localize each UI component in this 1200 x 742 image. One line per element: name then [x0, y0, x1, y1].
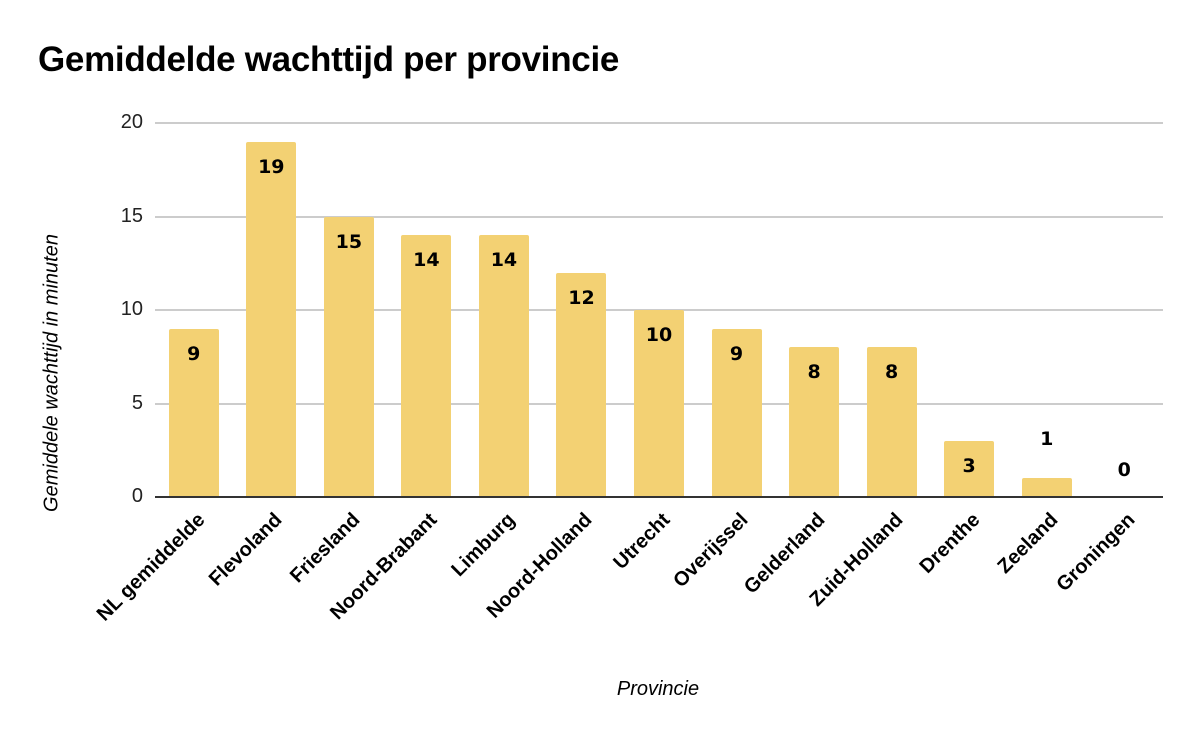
- y-tick-label: 5: [131, 391, 143, 414]
- bar-utrecht[interactable]: [634, 310, 684, 497]
- data-label: 9: [187, 342, 201, 365]
- bar-friesland[interactable]: [323, 216, 374, 497]
- data-label: 1: [1040, 428, 1054, 451]
- data-label: 14: [413, 249, 440, 272]
- x-tick-label: Zeeland: [993, 508, 1063, 578]
- bar-zuid-holland[interactable]: [866, 347, 917, 497]
- x-tick-label: Friesland: [285, 508, 365, 588]
- chart-title: Gemiddelde wachttijd per provincie: [38, 40, 620, 79]
- y-tick-label: 0: [131, 485, 143, 507]
- x-tick-label: Limburg: [447, 508, 520, 581]
- x-tick-label: Groningen: [1052, 508, 1140, 596]
- bar-zeeland[interactable]: [1021, 478, 1072, 497]
- data-label: 3: [962, 454, 976, 477]
- gridline: [155, 122, 1163, 124]
- y-axis-label: Gemiddele wachttijd in minuten: [40, 234, 63, 512]
- plot-area: 9 19 15 14 14 12 10 9 8 8 3 1 0: [155, 122, 1163, 498]
- data-label: 9: [729, 342, 744, 365]
- x-axis-label: Provincie: [616, 678, 700, 700]
- y-tick-label: 15: [120, 204, 143, 227]
- bar-nl-gemiddelde[interactable]: [168, 328, 219, 497]
- bar-overijssel[interactable]: [711, 328, 762, 497]
- data-label: 19: [258, 155, 285, 178]
- data-label: 0: [1117, 459, 1131, 481]
- bar-flevoland[interactable]: [246, 141, 297, 497]
- data-label: 10: [645, 324, 673, 346]
- x-tick-label: Utrecht: [609, 508, 675, 574]
- x-tick-label: Overijssel: [668, 508, 752, 593]
- data-label: 8: [807, 361, 821, 384]
- bar-noord-brabant[interactable]: [401, 235, 452, 497]
- bar-limburg[interactable]: [478, 235, 529, 497]
- x-axis-baseline: [155, 496, 1163, 498]
- y-tick-label: 10: [120, 298, 143, 320]
- data-label: 14: [490, 249, 518, 272]
- data-label: 8: [884, 361, 899, 384]
- gridline: [155, 215, 1163, 218]
- x-tick-label: NL gemiddelde: [92, 508, 210, 626]
- data-label: 12: [568, 286, 595, 309]
- y-tick-label: 20: [120, 111, 143, 133]
- x-tick-label: Drenthe: [915, 508, 985, 578]
- bar-noord-holland[interactable]: [556, 272, 607, 497]
- data-label: 15: [335, 230, 363, 253]
- bar-drenthe[interactable]: [944, 440, 995, 497]
- bar-gelderland[interactable]: [789, 347, 840, 497]
- x-tick-label: Flevoland: [205, 508, 287, 591]
